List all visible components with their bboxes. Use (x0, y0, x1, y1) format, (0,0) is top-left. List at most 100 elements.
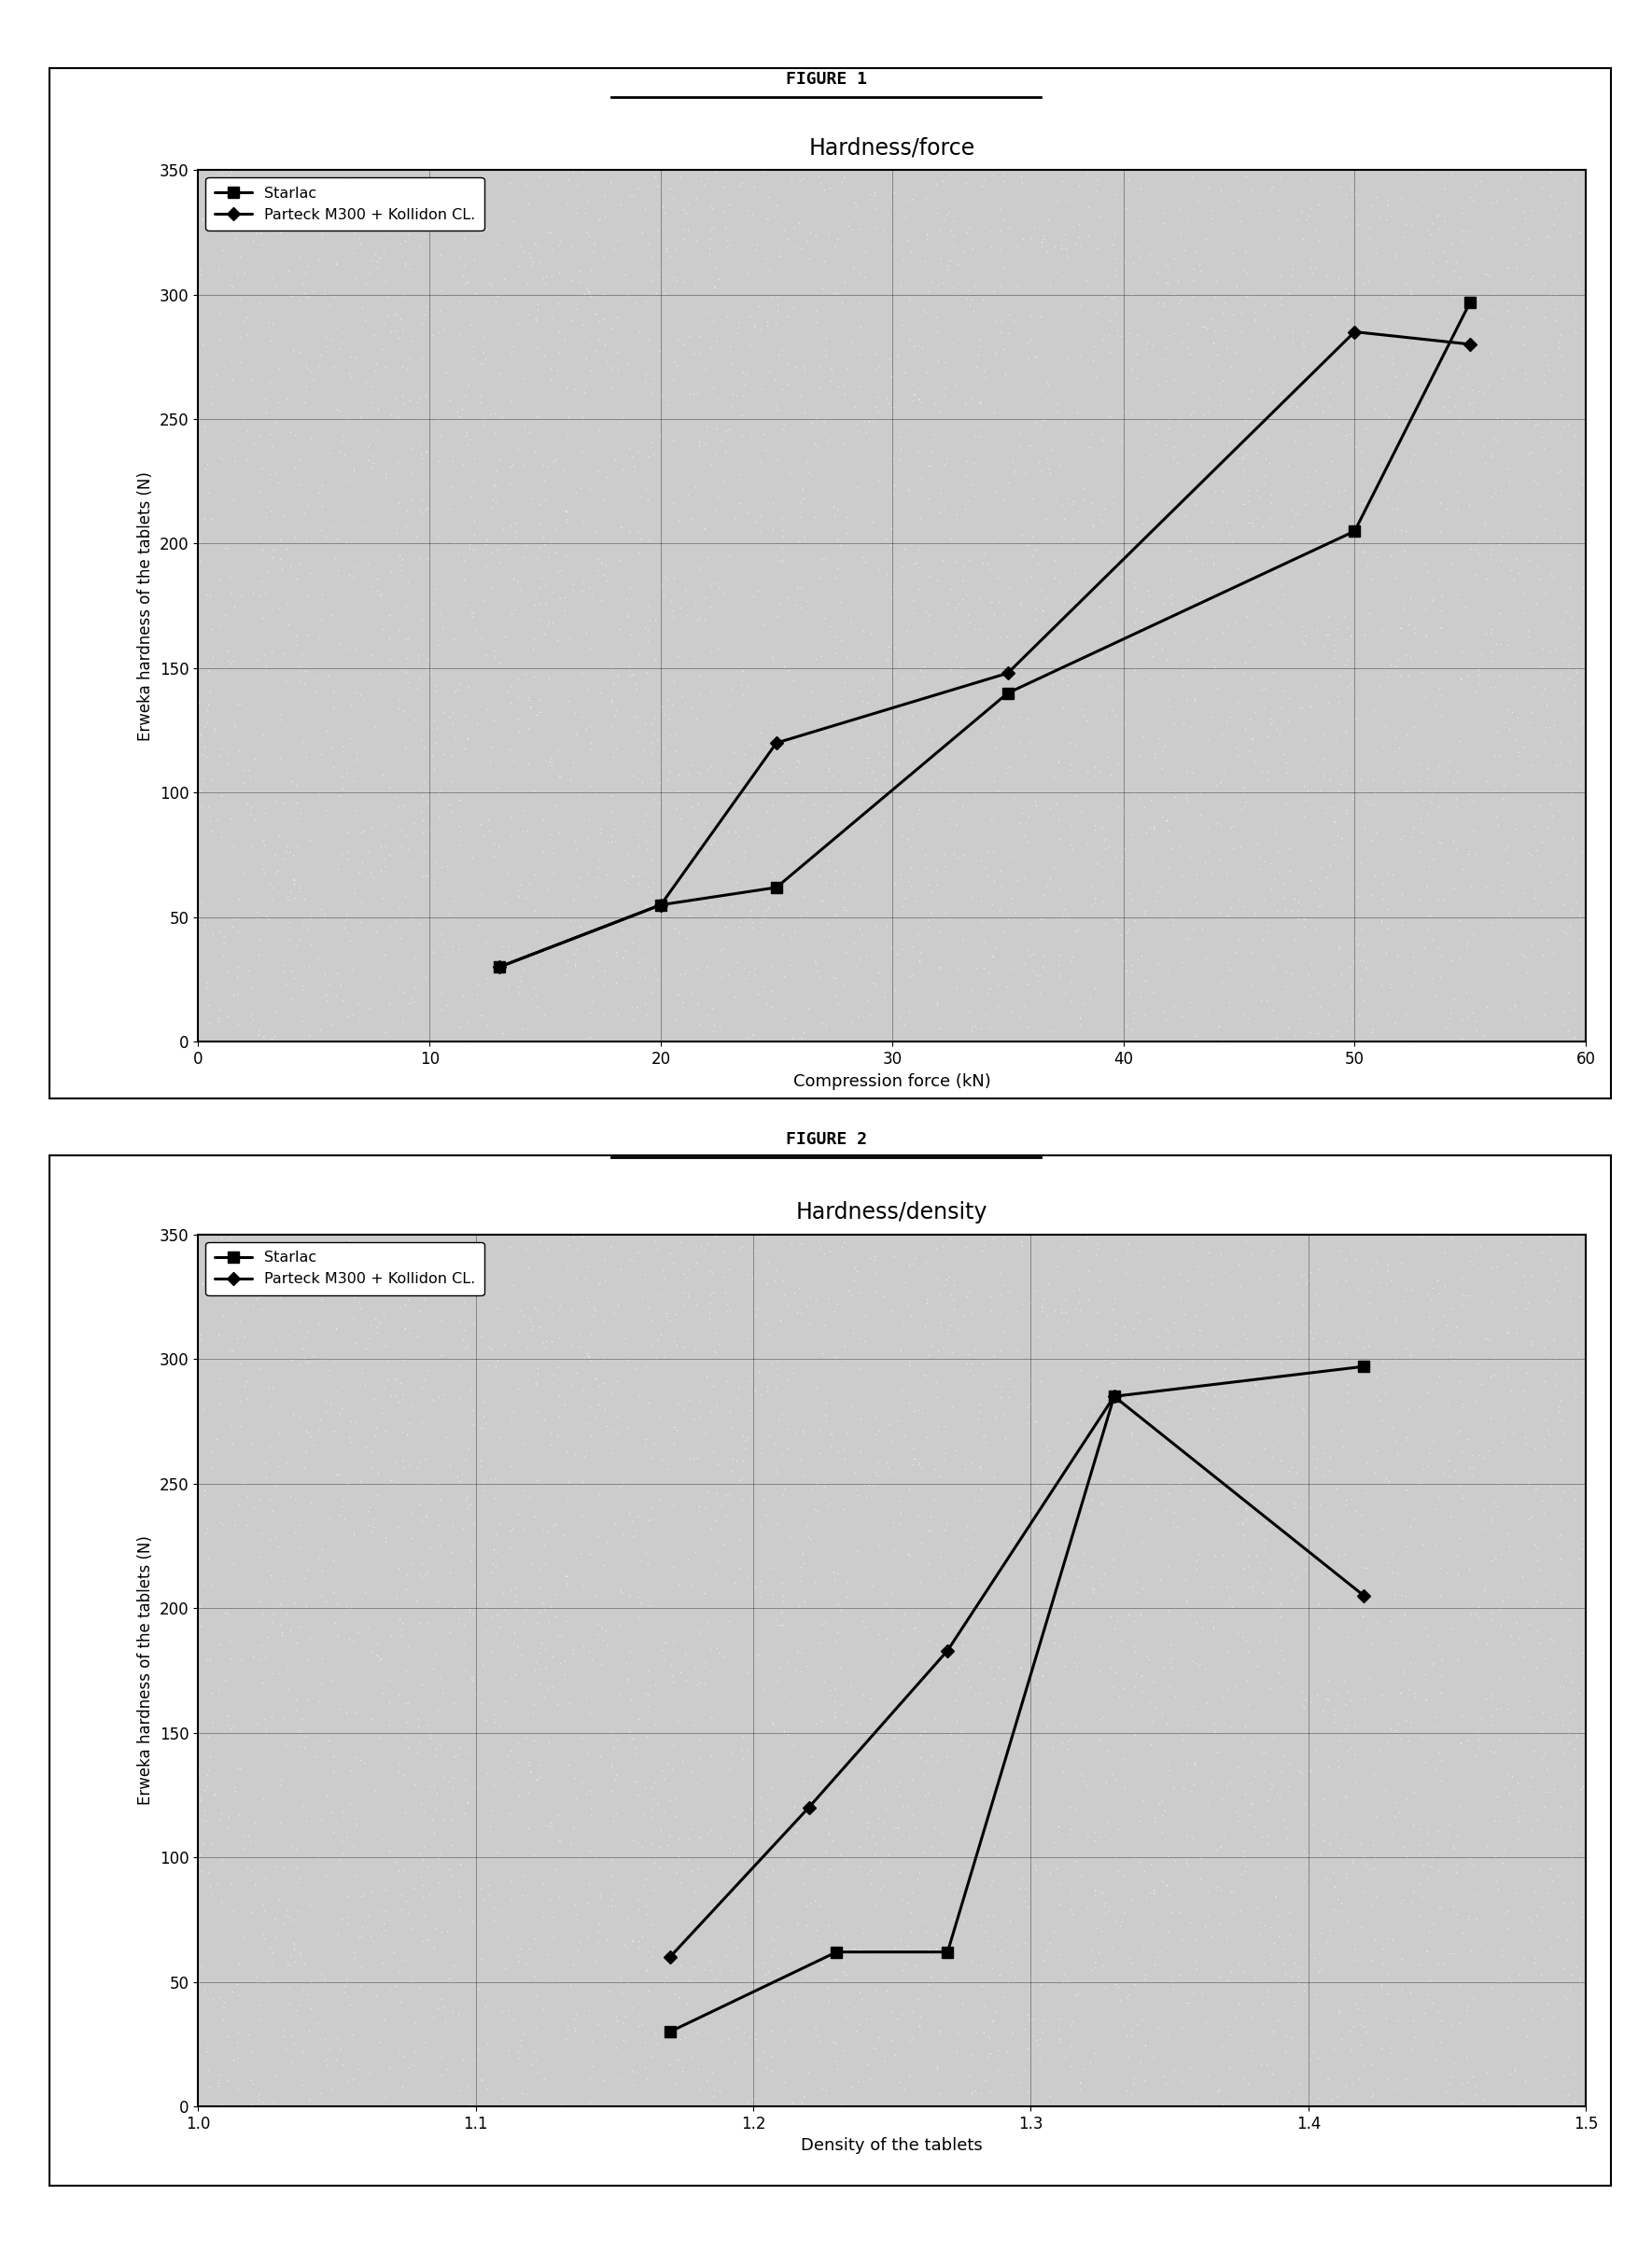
Point (1295, 1751, 1322, 1787)
Point (811, 1665, 838, 1701)
Point (515, 1773, 542, 1810)
Point (253, 899, 279, 935)
Point (294, 1642, 320, 1678)
Point (1556, 1601, 1583, 1638)
Point (1512, 326, 1538, 362)
Point (763, 537, 790, 573)
Point (1358, 2079, 1384, 2116)
Point (1426, 747, 1452, 784)
Point (340, 451, 367, 487)
Point (889, 1995, 915, 2032)
Point (747, 1579, 773, 1615)
Point (1057, 1810, 1084, 1846)
Point (1310, 759, 1336, 795)
Point (1006, 1479, 1032, 1515)
Point (1194, 1787, 1221, 1823)
Point (629, 1866, 656, 1903)
Point (1300, 1807, 1327, 1844)
Point (504, 879, 530, 915)
Point (948, 650, 975, 686)
Point (636, 319, 662, 356)
Point (910, 1357, 937, 1393)
Point (1234, 1320, 1260, 1357)
Point (426, 596, 453, 632)
Point (1173, 1706, 1199, 1742)
Point (1016, 938, 1042, 974)
Point (1383, 358, 1409, 394)
Point (1308, 1556, 1335, 1592)
Point (1424, 301, 1450, 337)
Point (1234, 569, 1260, 605)
Point (274, 824, 301, 861)
Point (786, 206, 813, 242)
Point (489, 1993, 515, 2029)
Point (1333, 310, 1360, 347)
Point (1462, 557, 1488, 593)
Point (895, 1819, 922, 1855)
Point (408, 183, 434, 220)
Point (1168, 999, 1194, 1035)
Point (973, 2061, 999, 2097)
Point (1173, 1744, 1199, 1780)
Point (1047, 564, 1074, 600)
Point (1047, 956, 1074, 992)
Point (524, 913, 550, 949)
Point (1074, 754, 1100, 790)
Point (226, 1264, 253, 1300)
Point (413, 958, 439, 994)
Point (871, 1821, 897, 1857)
Point (1447, 1726, 1474, 1762)
Point (540, 834, 567, 870)
Point (702, 437, 729, 473)
Point (1256, 752, 1282, 788)
Point (1338, 1683, 1365, 1719)
Point (1307, 772, 1333, 809)
Point (930, 1606, 957, 1642)
Point (1118, 623, 1145, 659)
Point (1439, 1828, 1465, 1864)
Point (1493, 845, 1520, 881)
Point (291, 385, 317, 421)
Point (281, 1928, 307, 1964)
Point (598, 650, 624, 686)
Point (679, 1853, 705, 1889)
Point (1214, 897, 1241, 933)
Point (907, 381, 933, 417)
Point (1396, 421, 1422, 458)
Point (415, 1277, 441, 1314)
Point (309, 1552, 335, 1588)
Point (362, 1418, 388, 1454)
Point (230, 1918, 256, 1955)
Point (1046, 446, 1072, 482)
Point (1260, 1429, 1287, 1465)
Point (1441, 766, 1467, 802)
Point (454, 426, 481, 462)
Point (1104, 1604, 1130, 1640)
Point (724, 2009, 750, 2045)
Point (611, 933, 638, 969)
Point (975, 546, 1001, 582)
Point (557, 901, 583, 938)
Point (1290, 1393, 1317, 1429)
Point (1556, 743, 1583, 779)
Point (615, 901, 641, 938)
Point (1441, 870, 1467, 906)
Point (352, 265, 378, 301)
Point (980, 1724, 1006, 1760)
Point (1039, 666, 1066, 702)
Point (1318, 2082, 1345, 2118)
Point (583, 877, 610, 913)
Point (370, 1676, 396, 1712)
Point (1348, 913, 1374, 949)
Point (187, 718, 213, 754)
Point (1256, 444, 1282, 480)
Point (1118, 947, 1145, 983)
Point (408, 1787, 434, 1823)
Point (1178, 709, 1204, 745)
Point (808, 881, 834, 917)
Point (957, 1273, 983, 1309)
Point (352, 510, 378, 546)
Point (1553, 593, 1579, 630)
Point (1097, 399, 1123, 435)
Point (1237, 967, 1264, 1003)
